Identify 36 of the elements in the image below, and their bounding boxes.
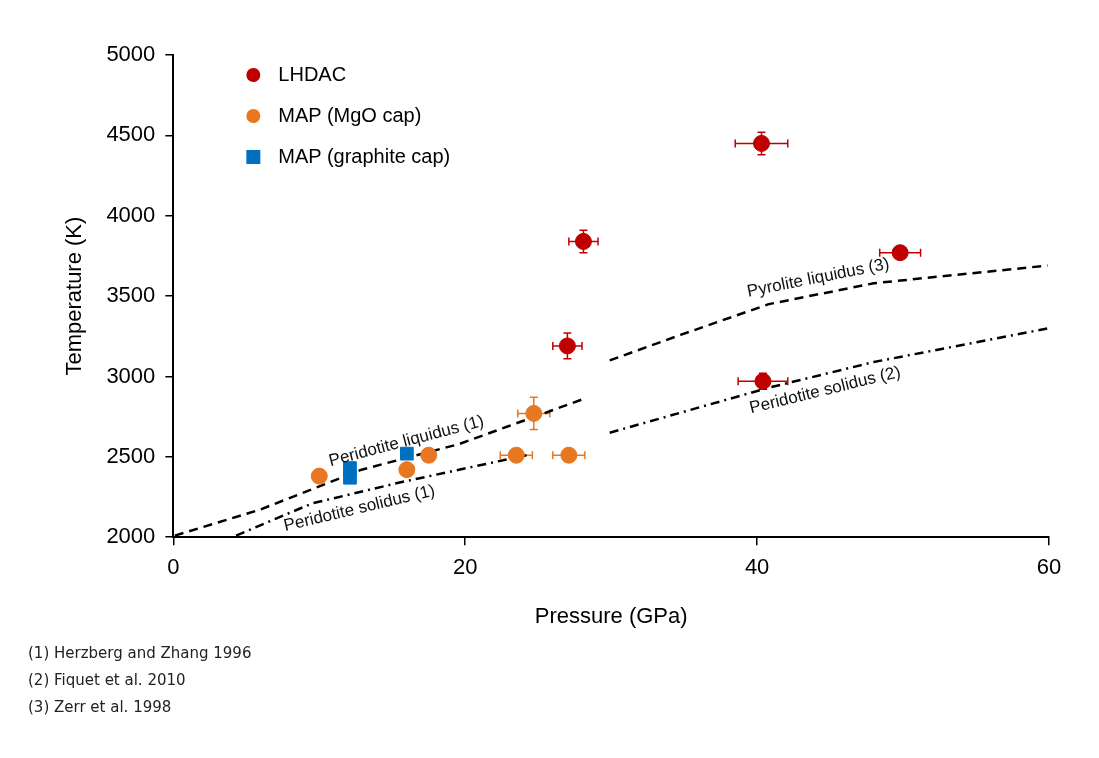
point: [525, 404, 543, 422]
legend-label: MAP (MgO cap): [278, 103, 422, 126]
x-tick-label: 40: [744, 554, 770, 580]
point: [398, 461, 416, 479]
line-series: [608, 327, 1049, 434]
text: (1) Herzberg and Zhang 1996: [28, 643, 252, 664]
point: [560, 446, 578, 464]
text: (2) Fiquet et al. 2010: [28, 670, 187, 691]
point: [343, 470, 357, 485]
y-axis-title: Temperature (K): [61, 216, 87, 376]
y-tick-label: 2000: [106, 523, 156, 549]
point: [420, 446, 438, 464]
text: Peridotite liquidus (1): [326, 411, 486, 471]
text: Peridotite solidus (1): [281, 480, 437, 535]
legend-label: MAP (graphite cap): [278, 144, 451, 167]
x-tick-label: 20: [452, 554, 478, 580]
text: Peridotite solidus (2): [747, 361, 903, 418]
x-tick-label: 0: [167, 554, 180, 580]
x-tick-label: 60: [1036, 554, 1062, 580]
y-tick-label: 5000: [106, 41, 156, 67]
point: [558, 337, 576, 355]
point: [507, 446, 525, 464]
y-tick-label: 2500: [106, 442, 156, 468]
y-tick-label: 3500: [106, 282, 156, 308]
legend-label: LHDAC: [278, 62, 347, 85]
y-tick-label: 4500: [106, 121, 156, 147]
y-tick-label: 3000: [106, 362, 156, 388]
y-tick-label: 4000: [106, 201, 156, 227]
x-axis-title: Pressure (GPa): [534, 602, 688, 628]
point: [310, 467, 328, 485]
point: [891, 244, 909, 262]
point: [399, 446, 414, 461]
text: Pyrolite liquidus (3): [745, 253, 891, 301]
point: [752, 134, 770, 152]
text: (3) Zerr et al. 1998: [28, 697, 173, 718]
point: [574, 232, 592, 250]
